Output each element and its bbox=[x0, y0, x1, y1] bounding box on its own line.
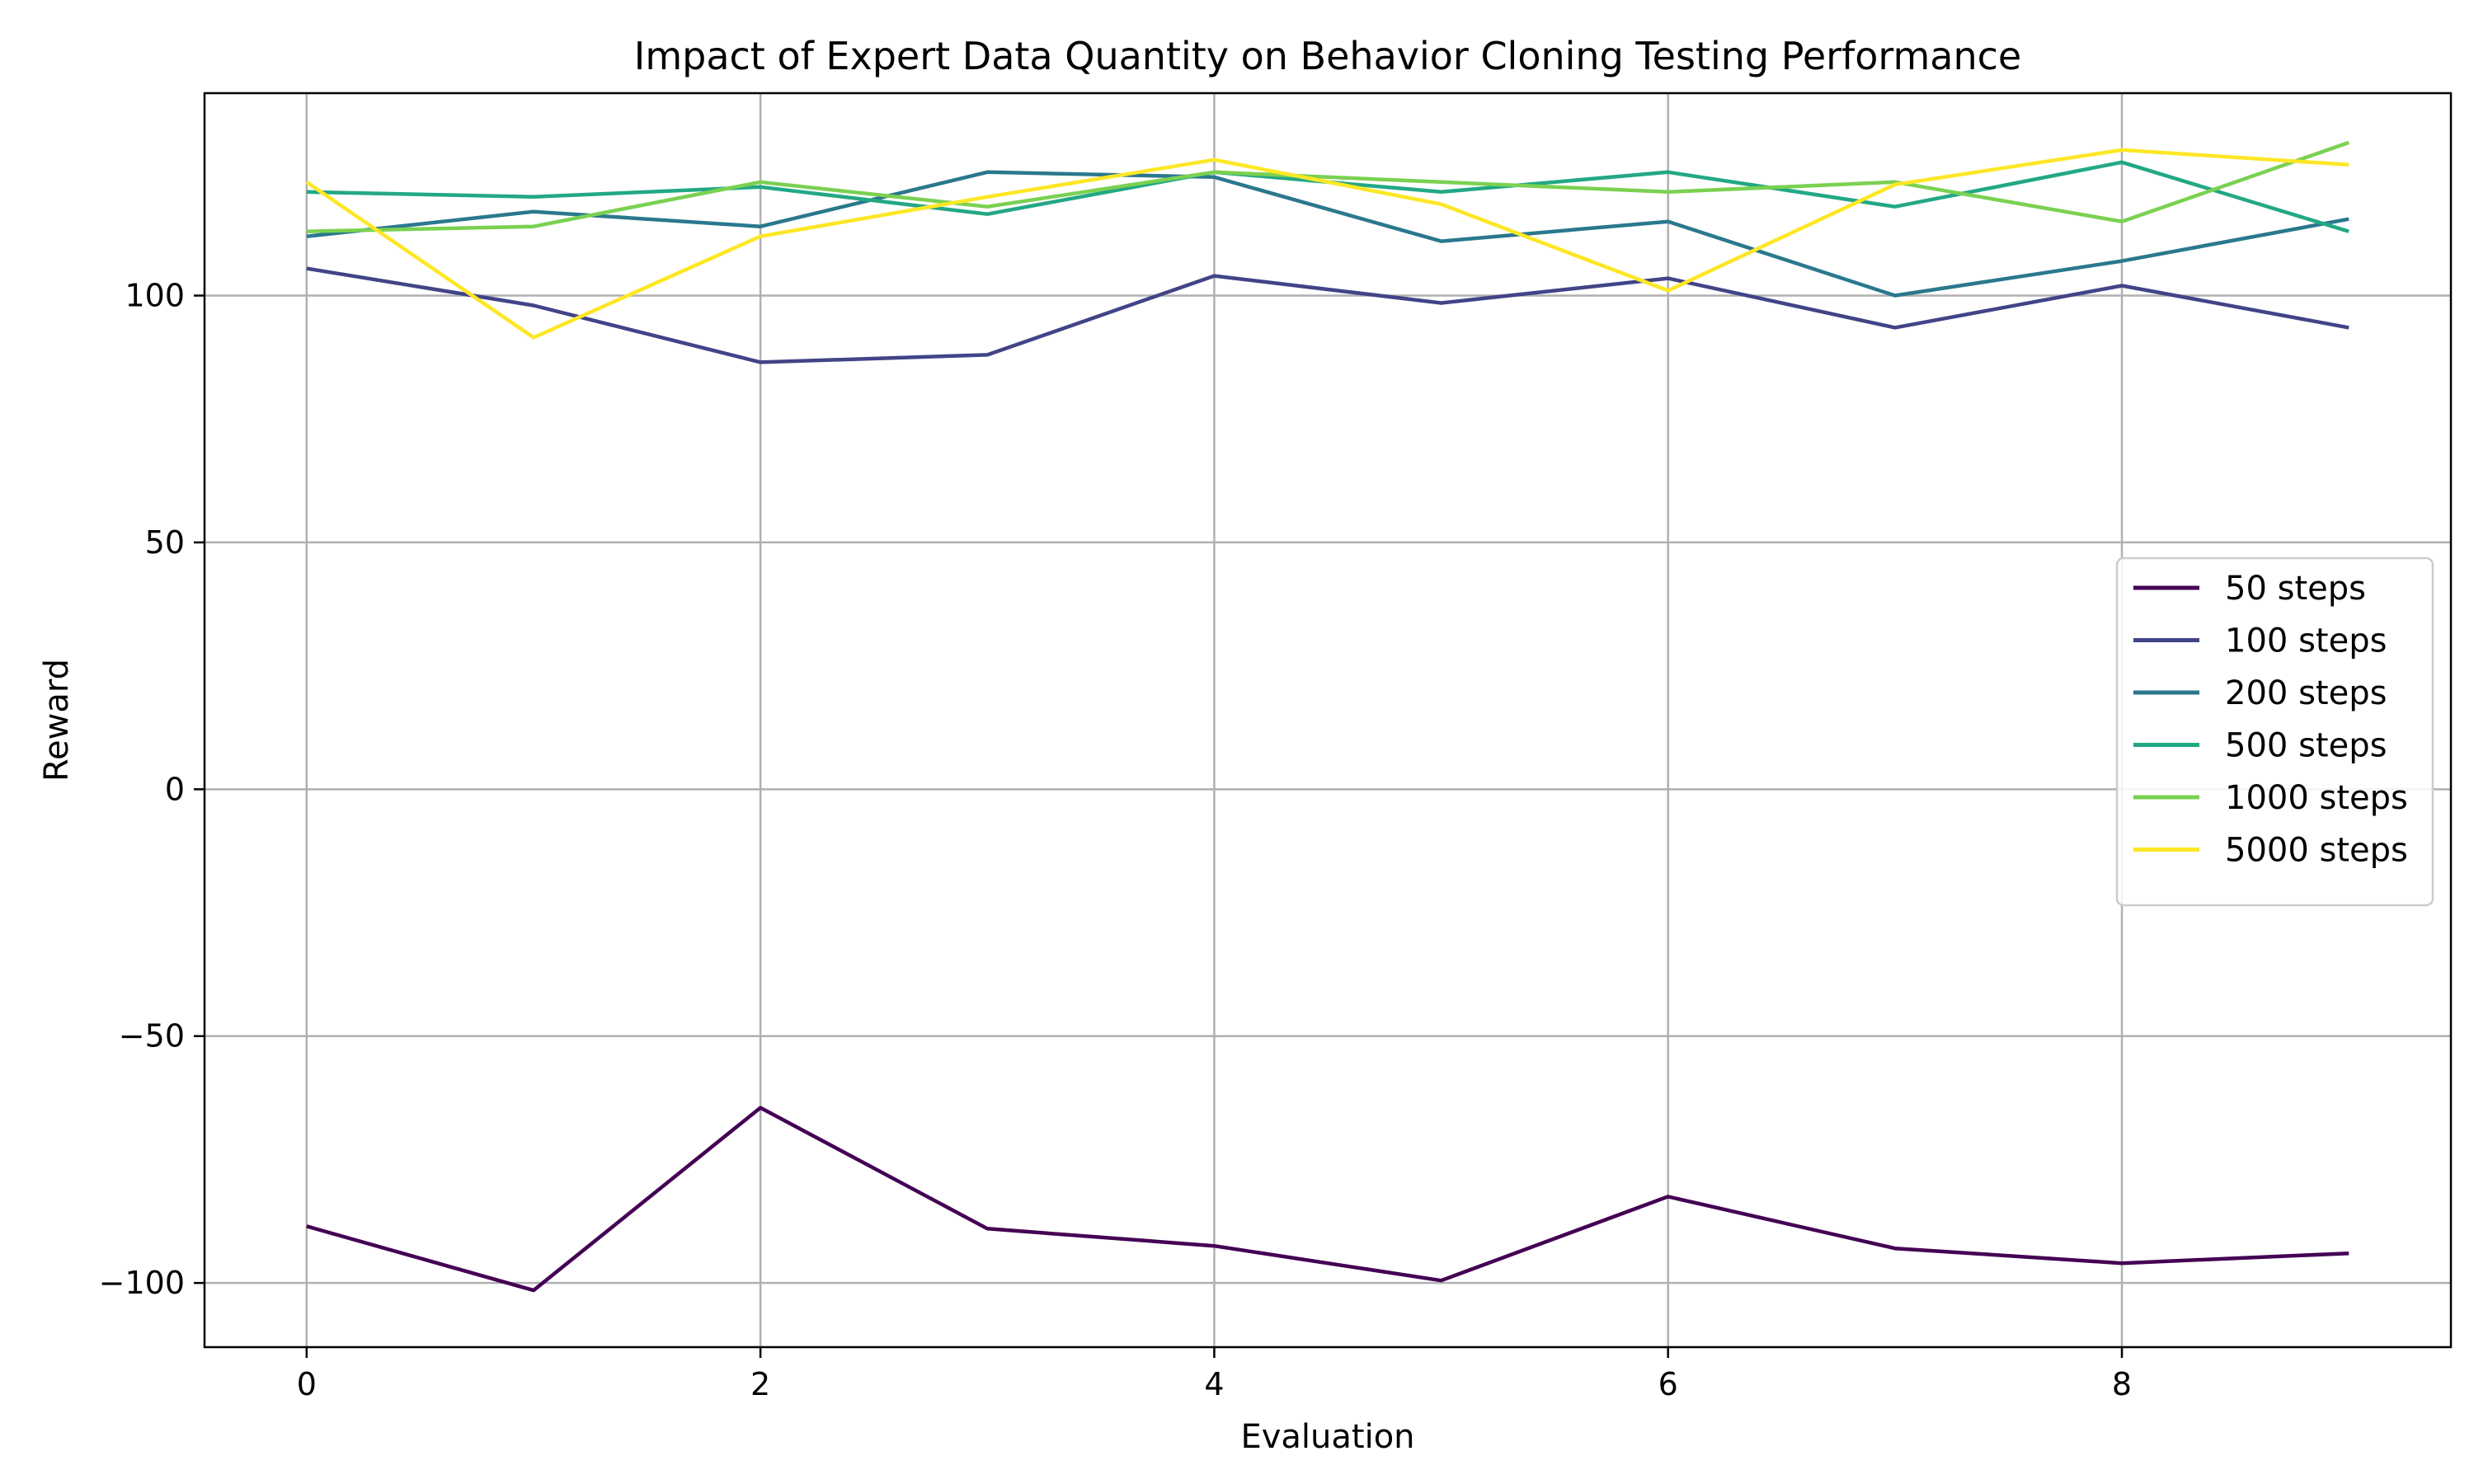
legend-label: 1000 steps bbox=[2225, 779, 2408, 817]
x-tick-label: 0 bbox=[297, 1366, 317, 1402]
series-line-100-steps bbox=[306, 266, 2349, 364]
series-line-1000-steps bbox=[306, 140, 2349, 233]
series-line-200-steps bbox=[306, 170, 2349, 298]
x-axis-label: Evaluation bbox=[1240, 1418, 1414, 1456]
y-tick-label: −100 bbox=[99, 1265, 185, 1301]
chart-title: Impact of Expert Data Quantity on Behavi… bbox=[634, 34, 2021, 78]
x-axis-ticks: 0 2 4 6 8 bbox=[297, 1347, 2132, 1402]
series-line-50-steps bbox=[306, 1106, 2349, 1293]
x-tick-label: 8 bbox=[2112, 1366, 2132, 1402]
y-tick-label: 100 bbox=[125, 278, 185, 314]
plot-frame bbox=[203, 92, 2453, 1349]
y-axis-label: Reward bbox=[38, 659, 76, 782]
legend-label: 500 steps bbox=[2225, 727, 2387, 765]
legend-label: 50 steps bbox=[2225, 570, 2366, 608]
legend: 50 steps 100 steps 200 steps 500 steps 1000 … bbox=[2115, 556, 2434, 907]
legend-label: 5000 steps bbox=[2225, 832, 2408, 870]
series-lines bbox=[305, 140, 2349, 1293]
x-tick-label: 4 bbox=[1204, 1366, 1224, 1402]
x-tick-label: 2 bbox=[750, 1366, 770, 1402]
y-tick-label: −50 bbox=[119, 1018, 185, 1054]
y-axis-ticks: −100 −50 0 50 100 bbox=[99, 278, 205, 1301]
series-line-5000-steps bbox=[305, 148, 2349, 340]
x-tick-label: 6 bbox=[1658, 1366, 1678, 1402]
y-tick-label: 0 bbox=[165, 771, 185, 807]
legend-label: 100 steps bbox=[2225, 622, 2387, 660]
legend-label: 200 steps bbox=[2225, 674, 2387, 712]
y-tick-label: 50 bbox=[145, 524, 185, 561]
legend-box bbox=[2115, 556, 2434, 907]
